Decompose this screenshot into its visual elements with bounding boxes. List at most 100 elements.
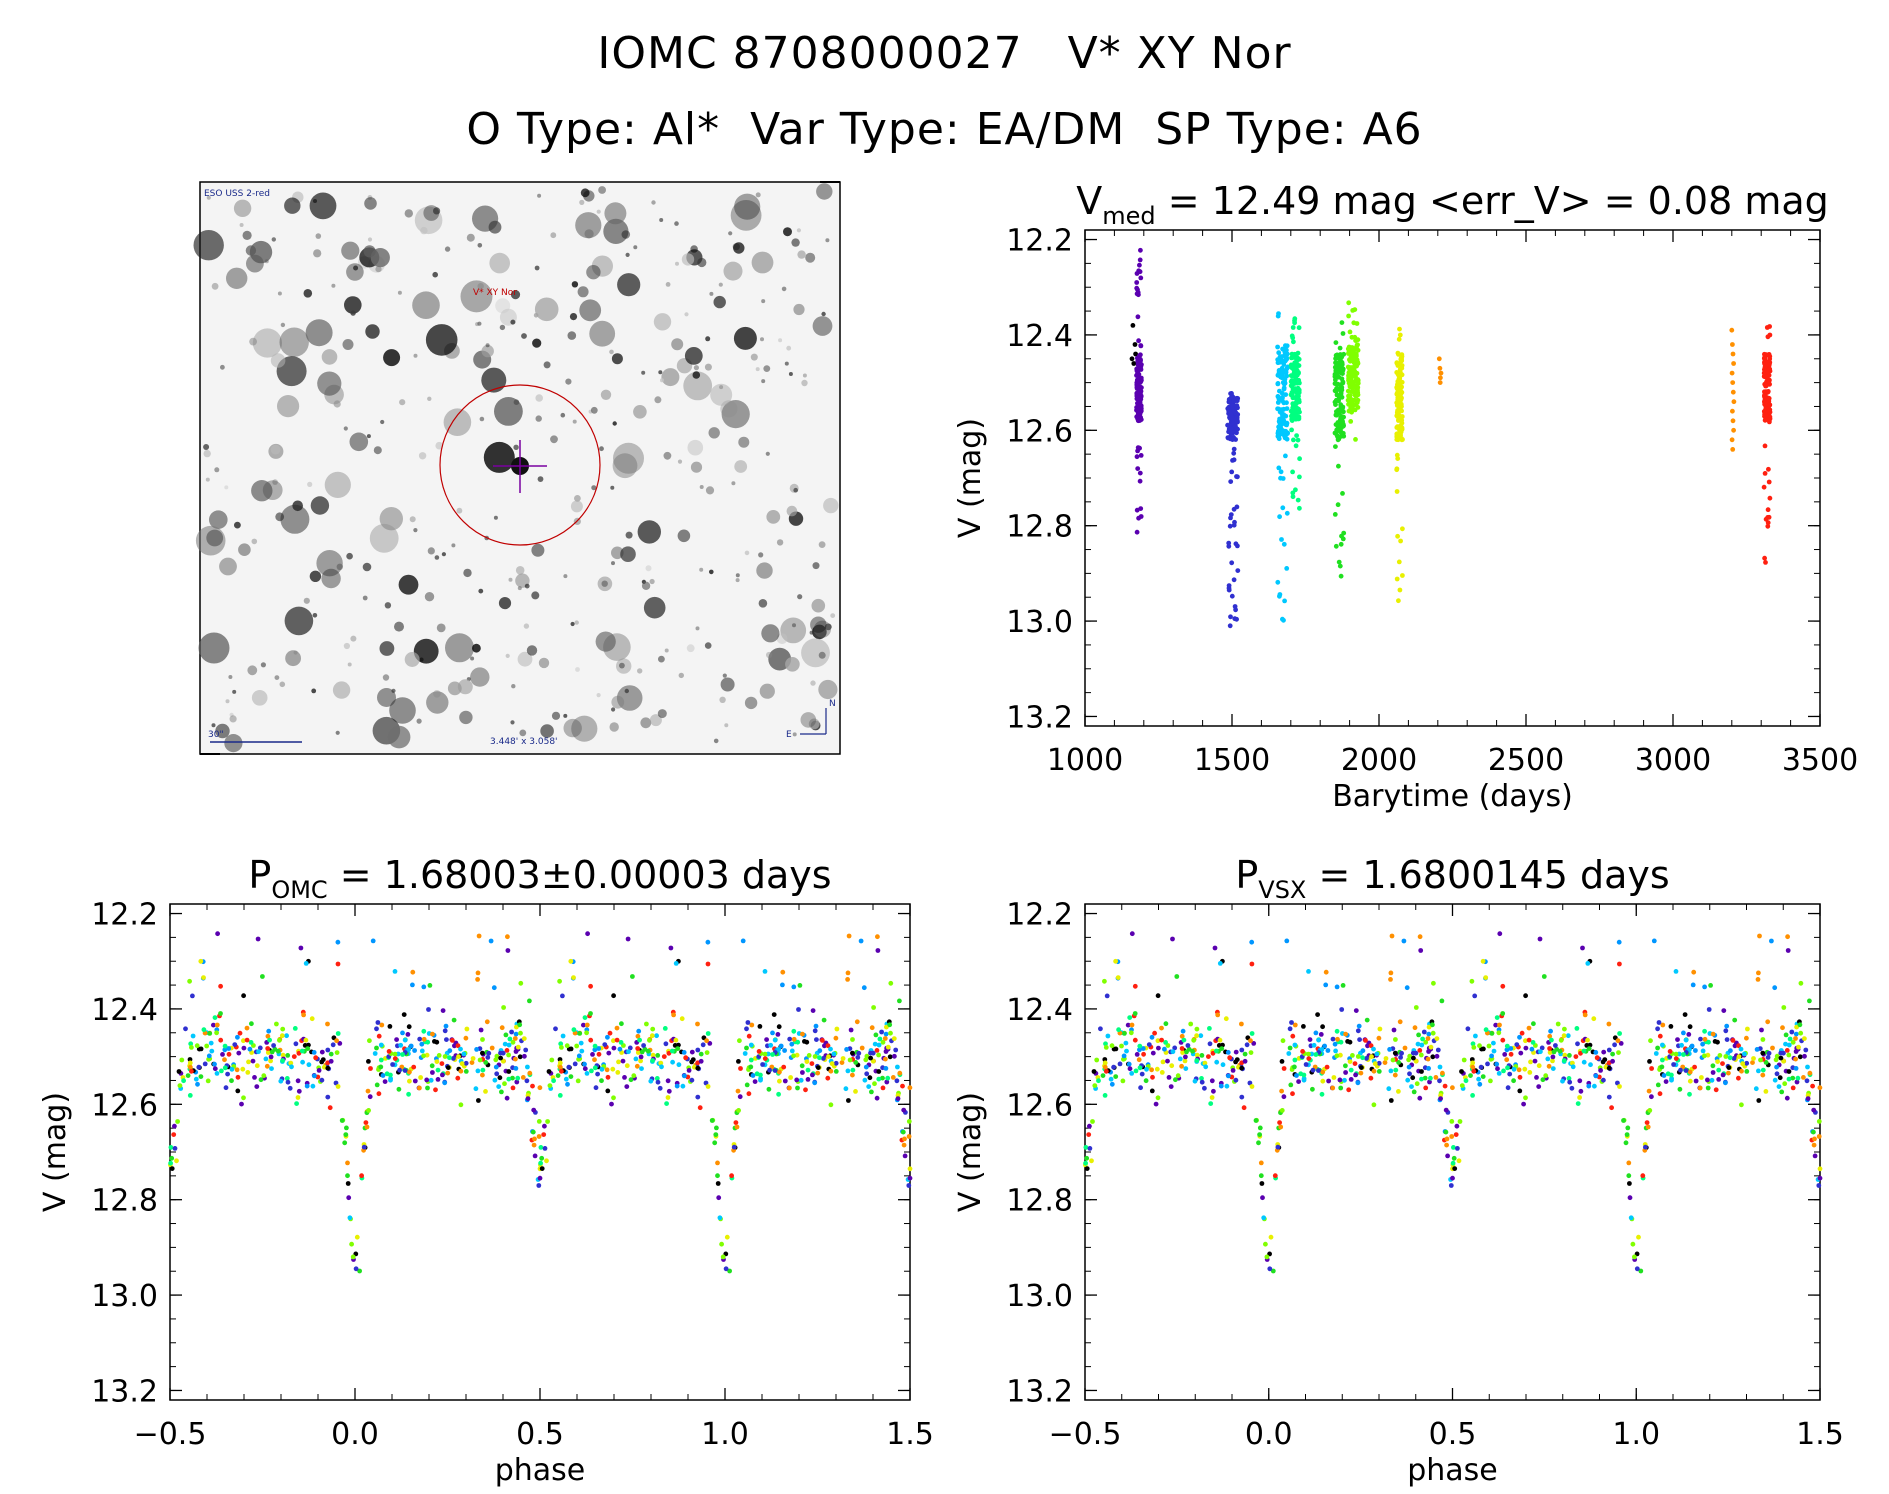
data-point: [1241, 1105, 1247, 1111]
data-point: [563, 1076, 569, 1082]
data-point: [1239, 1021, 1244, 1027]
data-point: [483, 1060, 489, 1065]
data-point: [1292, 1064, 1297, 1070]
data-point: [1617, 961, 1622, 967]
data-point: [1301, 1072, 1307, 1078]
data-point: [1489, 1031, 1495, 1036]
data-point: [1397, 326, 1402, 332]
sky-star: [228, 675, 233, 679]
data-point: [1779, 1089, 1785, 1095]
data-point: [1731, 1056, 1737, 1061]
sky-star: [567, 331, 577, 340]
sky-star: [365, 324, 380, 339]
data-point: [1760, 1037, 1766, 1042]
data-point: [1585, 1037, 1590, 1043]
data-point: [749, 1022, 755, 1028]
sky-star: [206, 529, 224, 547]
data-point: [776, 1047, 782, 1052]
data-point: [1713, 1087, 1719, 1093]
x-tick-label: 0.5: [1429, 1417, 1477, 1452]
data-point: [1296, 356, 1302, 362]
data-point: [193, 1076, 199, 1082]
data-point: [1163, 1021, 1169, 1027]
sky-star: [570, 500, 583, 513]
x-axis-label: phase: [495, 1453, 586, 1488]
sky-star: [750, 353, 758, 361]
sky-star: [211, 282, 219, 290]
data-point: [1332, 381, 1338, 386]
data-point: [1586, 1083, 1592, 1089]
data-point: [1346, 1087, 1352, 1093]
data-point: [1723, 1080, 1728, 1086]
data-point: [1355, 1080, 1361, 1086]
sky-star: [735, 573, 740, 578]
sky-star: [346, 552, 353, 560]
data-point: [1129, 931, 1135, 937]
data-point: [1577, 1095, 1582, 1100]
sky-star: [364, 197, 377, 210]
data-point: [1586, 1046, 1592, 1051]
data-point: [1226, 1073, 1231, 1079]
data-point: [1339, 414, 1344, 419]
data-point: [1770, 1045, 1775, 1051]
sky-star: [620, 546, 636, 562]
data-point: [346, 1195, 352, 1201]
sky-star: [744, 550, 750, 556]
sky-star: [624, 688, 629, 694]
data-point: [845, 970, 851, 976]
sky-star: [321, 349, 338, 365]
data-point: [198, 1046, 204, 1052]
data-point: [1668, 1024, 1674, 1029]
data-point: [1766, 397, 1771, 403]
data-point: [1183, 1054, 1188, 1060]
data-point: [868, 1055, 873, 1061]
data-point: [900, 1083, 905, 1089]
data-point: [1817, 1166, 1823, 1172]
sky-star: [432, 271, 439, 278]
data-point: [387, 1024, 393, 1029]
data-point: [1182, 1058, 1188, 1064]
sky-star: [309, 570, 322, 582]
data-point: [1659, 1064, 1665, 1070]
data-point: [1113, 958, 1118, 964]
data-point: [1687, 1078, 1693, 1084]
data-point: [1772, 985, 1778, 991]
data-point: [1500, 983, 1506, 989]
data-point: [1530, 1040, 1536, 1045]
data-point: [1244, 1042, 1250, 1048]
data-point: [1477, 1043, 1482, 1049]
data-point: [537, 1175, 543, 1181]
data-point: [515, 1044, 521, 1050]
data-point: [745, 1020, 751, 1025]
sky-star: [409, 516, 416, 523]
data-point: [1259, 1181, 1265, 1186]
sky-star: [818, 541, 826, 548]
data-point: [578, 1040, 584, 1046]
data-point: [1275, 381, 1281, 386]
data-point: [525, 1096, 531, 1101]
data-point: [1393, 1037, 1398, 1042]
data-point: [1353, 364, 1358, 369]
data-point: [275, 1048, 281, 1054]
data-point: [1781, 1005, 1787, 1010]
data-point: [1227, 623, 1233, 629]
data-point: [246, 1059, 251, 1065]
data-point: [1420, 1036, 1425, 1042]
data-point: [575, 1078, 581, 1084]
data-point: [480, 1067, 486, 1073]
sky-star: [377, 688, 396, 707]
sky-star: [251, 538, 258, 545]
data-point: [379, 1022, 385, 1028]
sky-star: [751, 251, 774, 274]
data-point: [592, 1057, 597, 1063]
data-point: [523, 1047, 529, 1053]
data-point: [1625, 1125, 1631, 1131]
data-point: [744, 1026, 749, 1032]
data-point: [558, 1041, 564, 1047]
data-point: [1084, 1166, 1090, 1171]
data-point: [639, 1049, 645, 1055]
data-point: [883, 1031, 889, 1037]
data-point: [532, 1136, 537, 1142]
sky-star: [493, 515, 498, 520]
data-point: [222, 1043, 228, 1049]
